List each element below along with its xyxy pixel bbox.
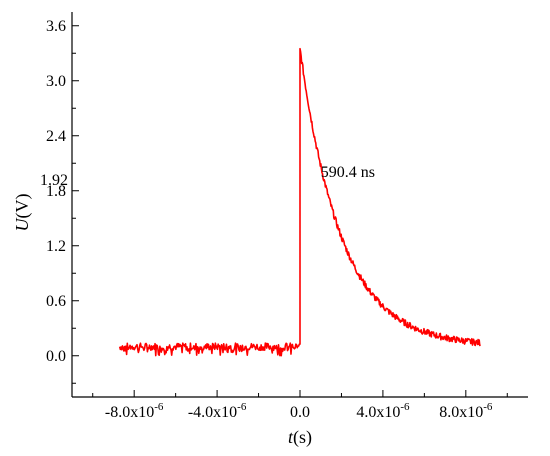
x-tick-mantissa: 8.0x10	[439, 404, 483, 421]
x-tick-label: 0.0	[290, 404, 310, 421]
series-line	[118, 47, 482, 357]
x-tick-label: -8.0x10-6	[105, 401, 164, 421]
x-axis-label-unit: (s)	[293, 427, 312, 448]
y-axis-label: U(V)	[12, 194, 33, 232]
x-tick-mantissa: -8.0x10	[105, 404, 154, 421]
ticks: 0.00.61.21.82.43.03.6-8.0x10-6 -4.0x10-6 0…	[46, 18, 508, 421]
x-axis-label-symbol: t	[288, 427, 294, 447]
x-tick-label: -4.0x10-6	[188, 401, 247, 421]
y-tick-label: 3.6	[46, 18, 66, 35]
y-tick-label: 3.0	[46, 73, 66, 90]
y-tick-label: 1.8	[46, 183, 66, 200]
y-tick-label: 2.4	[46, 128, 66, 145]
x-tick-label: 8.0x10-6	[439, 401, 493, 421]
x-tick-mantissa: 4.0x10	[356, 404, 400, 421]
y-axis-label-symbol: U	[12, 218, 32, 232]
x-tick-exponent: -6	[154, 401, 164, 413]
y-tick-label: 0.0	[46, 348, 66, 365]
x-tick-exponent: -6	[237, 401, 247, 413]
series	[118, 47, 482, 357]
x-tick-mantissa: 0.0	[290, 404, 310, 421]
x-tick-exponent: -6	[400, 401, 410, 413]
y-tick-label: 0.6	[46, 293, 66, 310]
labels: U(V) t(s) 1.92 590.4 ns	[12, 164, 375, 448]
x-tick-label: 4.0x10-6	[356, 401, 410, 421]
x-tick-exponent: -6	[483, 401, 493, 413]
x-axis-label: t(s)	[288, 427, 312, 448]
marker-value-label: 1.92	[40, 172, 68, 189]
y-axis-label-unit: (V)	[12, 194, 33, 219]
y-tick-label: 1.2	[46, 238, 66, 255]
decay-time-annotation: 590.4 ns	[321, 164, 375, 181]
x-tick-mantissa: -4.0x10	[188, 404, 237, 421]
